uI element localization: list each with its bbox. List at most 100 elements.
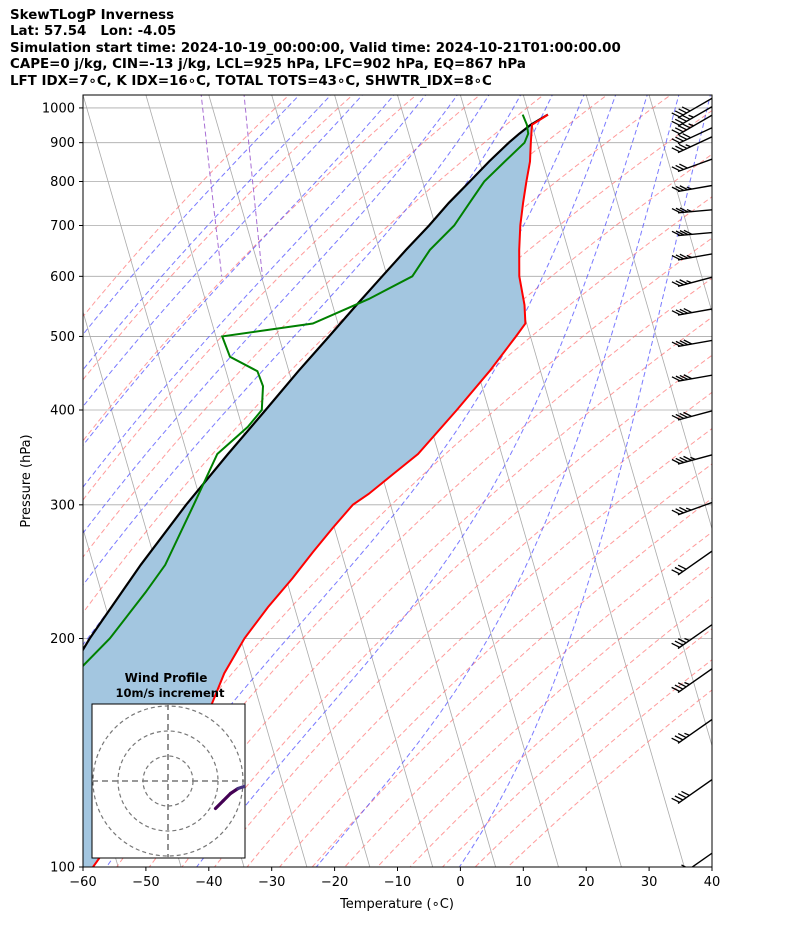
time-line: Simulation start time: 2024-10-19_00:00:… <box>10 40 621 56</box>
x-tick-label: 10 <box>515 875 532 890</box>
wind-barb <box>671 550 712 576</box>
wind-barb <box>671 158 712 173</box>
dry-adiabat <box>213 391 712 867</box>
isotherm-line <box>711 95 712 97</box>
isotherm-line <box>648 95 712 314</box>
barb-flag <box>675 164 684 171</box>
moist-adiabat <box>315 95 680 867</box>
barb-flag <box>671 112 681 118</box>
y-tick-label: 800 <box>50 175 75 190</box>
barb-flag <box>675 413 685 420</box>
x-tick-label: 20 <box>578 875 595 890</box>
x-tick-label: −60 <box>69 875 96 890</box>
y-axis-label: Pressure (hPa) <box>19 434 34 527</box>
x-tick-label: −30 <box>258 875 285 890</box>
wind-barb <box>671 97 712 119</box>
hodograph-trace-segment <box>264 734 268 737</box>
barb-flag <box>675 207 685 213</box>
barb-flag <box>675 185 685 192</box>
barb-flag <box>674 684 684 690</box>
wind-barb <box>671 127 712 145</box>
barb-half-flag <box>685 144 691 148</box>
barb-staff <box>677 374 712 382</box>
y-tick-label: 200 <box>50 632 75 647</box>
wind-barb <box>671 105 712 127</box>
mixing-ratio-line <box>200 95 223 277</box>
barb-flag <box>675 145 684 151</box>
y-tick-label: 400 <box>50 403 75 418</box>
barb-flag <box>675 340 685 346</box>
barb-flag <box>671 138 681 144</box>
barb-flag <box>679 340 689 346</box>
barb-flag <box>674 795 684 801</box>
wind-barb <box>671 718 712 744</box>
barb-flag <box>671 509 681 515</box>
barb-half-flag <box>685 507 692 511</box>
hodograph-trace-segment <box>261 744 262 749</box>
barb-flag <box>671 341 681 347</box>
barb-flag <box>679 163 688 169</box>
parameters-line: CAPE=0 j/kg, CIN=-13 j/kg, LCL=925 hPa, … <box>10 57 526 73</box>
dry-adiabat <box>376 564 712 867</box>
barb-flag <box>672 872 680 876</box>
wind-barb <box>671 454 712 465</box>
barb-staff <box>677 158 712 173</box>
isotherm-line <box>83 95 308 867</box>
barb-flag <box>678 125 687 131</box>
wind-barb <box>671 501 712 516</box>
wind-barb <box>671 207 712 214</box>
chart-header: SkewTLogP Inverness Lat: 57.54 Lon: -4.0… <box>10 8 621 90</box>
hodograph-trace-segment <box>271 729 272 732</box>
moist-adiabat <box>105 95 617 867</box>
barb-staff <box>677 184 712 193</box>
wind-barb <box>671 184 712 193</box>
barb-flag <box>683 374 693 380</box>
barb-flag <box>675 136 684 142</box>
barb-flag <box>677 682 687 688</box>
y-tick-label: 600 <box>50 270 75 285</box>
barb-flag <box>678 108 687 114</box>
barb-flag <box>677 564 687 570</box>
isotherm-line <box>585 95 712 531</box>
hodograph-clip <box>92 704 272 858</box>
barb-half-flag <box>686 254 693 259</box>
barb-flag <box>678 143 688 150</box>
hodograph-trace-segment <box>259 749 260 757</box>
moist-adiabat <box>83 95 585 800</box>
wind-barb <box>671 253 712 261</box>
barb-flag <box>675 457 685 464</box>
x-tick-label: −40 <box>195 875 222 890</box>
barb-flag <box>679 253 689 259</box>
barb-flag <box>675 508 684 514</box>
barb-staff <box>677 778 712 805</box>
moist-adiabat <box>83 95 458 534</box>
barb-half-flag <box>688 114 694 118</box>
barb-half-flag <box>686 208 693 213</box>
barb-flag <box>674 640 684 646</box>
dry-adiabat <box>83 95 290 318</box>
isotherm-line <box>522 95 712 748</box>
barb-staff <box>677 454 712 465</box>
barb-staff <box>677 127 712 145</box>
chart-title: SkewTLogP Inverness <box>10 8 175 23</box>
barb-flag <box>683 455 692 461</box>
barb-flag <box>679 308 689 314</box>
barb-flag <box>671 376 681 382</box>
isotherm-line <box>271 95 497 867</box>
wind-barb <box>671 114 712 136</box>
x-tick-label: 40 <box>704 875 721 890</box>
moist-adiabat <box>83 95 395 447</box>
barb-flag <box>683 229 693 235</box>
barb-flag <box>674 127 684 133</box>
barb-staff <box>677 339 712 348</box>
mixing-ratio-line <box>243 95 263 277</box>
hodograph-trace-segment <box>253 789 254 794</box>
dry-adiabat <box>83 237 712 867</box>
barb-staff <box>677 718 712 744</box>
moist-adiabat <box>83 95 332 371</box>
moist-adiabat <box>83 95 490 586</box>
y-tick-label: 700 <box>50 219 75 234</box>
barb-half-flag <box>690 456 696 460</box>
moist-adiabat <box>458 95 711 867</box>
